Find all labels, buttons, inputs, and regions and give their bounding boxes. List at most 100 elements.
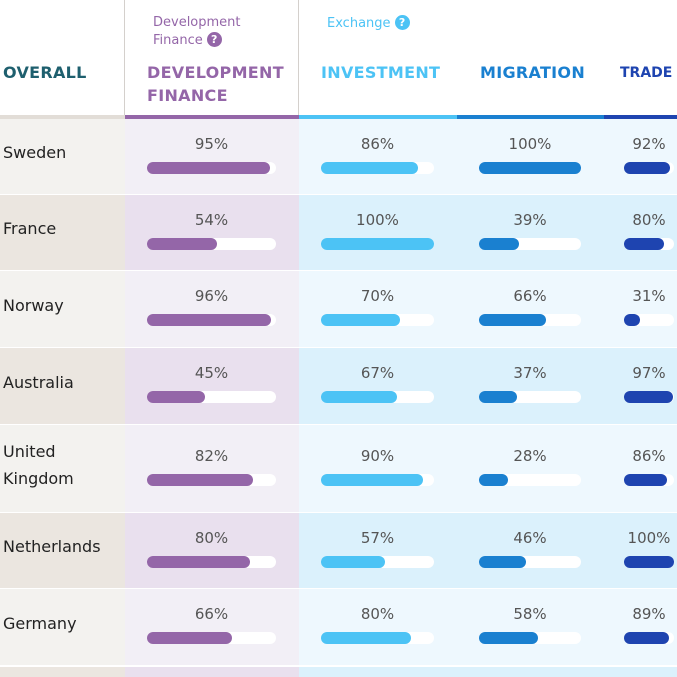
mig-percent: 100% [508, 134, 552, 153]
country-cell [0, 348, 125, 424]
country-name[interactable]: France [3, 219, 57, 238]
underline [604, 115, 677, 119]
trade-cell: 86% [604, 425, 677, 512]
underline [0, 115, 125, 119]
inv-cell: 90% [299, 425, 457, 512]
progress-fill [321, 161, 419, 174]
column-overall[interactable]: OVERALL [3, 63, 87, 82]
mig-cell: 37% [457, 348, 604, 424]
question-icon[interactable]: ? [206, 32, 222, 47]
dev-cell: 80% [125, 513, 299, 588]
progress-fill [479, 473, 508, 486]
country-cell [0, 271, 125, 347]
trade-progress-bar [624, 237, 674, 250]
dev-progress-bar [147, 161, 276, 174]
mig-progress-bar [479, 314, 581, 326]
column-development-finance[interactable]: DEVELOPMENT FINANCE [147, 63, 284, 105]
dev-progress-bar [147, 237, 276, 250]
mig-progress-bar [479, 555, 581, 568]
inv-percent: 86% [360, 134, 395, 153]
mig-progress-bar [479, 391, 581, 403]
trade-progress-bar [624, 314, 674, 326]
country-cell [0, 119, 125, 194]
country-name[interactable]: Netherlands [3, 537, 101, 556]
trade-progress-bar [624, 473, 674, 486]
trade-percent: 31% [632, 287, 666, 305]
table-row: Australia 45% 67% 37% 97% [0, 348, 677, 424]
trade-cell: 92% [604, 119, 677, 194]
group-label: Development Finance [153, 15, 241, 48]
progress-fill [321, 391, 397, 403]
mig-cell: 100% [457, 119, 604, 194]
mig-progress-bar [479, 632, 581, 644]
inv-progress-bar [321, 237, 434, 250]
dev-cell: 45% [125, 348, 299, 424]
trade-percent: 92% [632, 134, 666, 153]
dev-percent: 66% [194, 605, 229, 623]
progress-fill [147, 314, 271, 326]
mig-percent: 39% [513, 210, 547, 229]
progress-fill [479, 632, 539, 644]
trade-percent: 100% [627, 528, 671, 547]
dev-cell [125, 667, 299, 677]
column-migration[interactable]: MIGRATION [480, 63, 586, 82]
country-name[interactable]: United Kingdom [3, 441, 74, 488]
inv-progress-bar [321, 314, 434, 326]
progress-fill [479, 237, 519, 250]
country-cell [0, 667, 125, 677]
mig-percent: 66% [513, 287, 547, 305]
progress-fill [147, 391, 206, 403]
country-name[interactable]: Germany [3, 613, 77, 633]
underline [457, 115, 604, 119]
trade-percent: 97% [632, 364, 666, 382]
inv-cell: 70% [299, 271, 457, 347]
table-row: Sweden 95% 86% 100% 92% [0, 119, 677, 194]
country-name[interactable]: Sweden [3, 143, 67, 162]
inv-percent: 67% [360, 364, 395, 382]
trade-cell: 100% [604, 513, 677, 588]
trade-percent: 89% [632, 605, 666, 623]
table-row: France 54% 100% 39% 80% [0, 195, 677, 270]
underline [125, 115, 299, 119]
dev-progress-bar [147, 473, 276, 486]
mig-cell: 46% [457, 513, 604, 588]
trade-progress-bar [624, 391, 674, 403]
column-trade[interactable]: TRADE [620, 65, 673, 81]
question-icon[interactable]: ? [394, 15, 410, 30]
progress-fill [321, 632, 412, 644]
country-name[interactable]: Norway [3, 295, 64, 315]
dev-percent: 96% [194, 287, 229, 305]
inv-cell: 80% [299, 589, 457, 665]
trade-cell [604, 667, 677, 677]
inv-cell: 100% [299, 195, 457, 270]
progress-fill [321, 555, 386, 568]
table-row: Norway 96% 70% 66% 31% [0, 271, 677, 347]
column-investment[interactable]: INVESTMENT [321, 63, 441, 82]
dev-progress-bar [147, 555, 276, 568]
progress-fill [624, 391, 673, 403]
progress-fill [624, 237, 664, 250]
table-row [0, 667, 677, 677]
progress-fill [624, 161, 670, 174]
dev-cell: 66% [125, 589, 299, 665]
group-exchange: Exchange? [327, 15, 410, 33]
country-cell [0, 195, 125, 270]
mig-percent: 58% [513, 605, 547, 623]
progress-fill [321, 314, 401, 326]
inv-percent: 100% [356, 210, 399, 229]
inv-cell: 86% [299, 119, 457, 194]
progress-fill [147, 555, 251, 568]
inv-percent: 70% [360, 287, 395, 305]
trade-progress-bar [624, 632, 674, 644]
progress-fill [321, 473, 423, 486]
progress-fill [624, 314, 640, 326]
table-row: United Kingdom 82% 90% 28% 86% [0, 425, 677, 512]
dev-cell: 54% [125, 195, 299, 270]
country-name[interactable]: Australia [3, 372, 74, 392]
dev-cell: 95% [125, 119, 299, 194]
dev-percent: 54% [194, 210, 229, 229]
trade-progress-bar [624, 161, 674, 174]
mig-cell [457, 667, 604, 677]
inv-progress-bar [321, 391, 434, 403]
mig-cell: 39% [457, 195, 604, 270]
